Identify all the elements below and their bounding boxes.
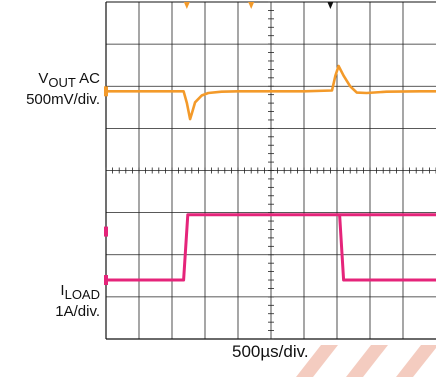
- channel-level-marker: [104, 275, 108, 286]
- iload-trace-rise: [106, 213, 436, 282]
- vout-label-suffix: AC: [75, 70, 100, 87]
- vout-trace: [106, 64, 436, 121]
- vout-label-main: V: [38, 70, 49, 87]
- iload-trace-fall: [338, 214, 436, 282]
- trigger-marker: [327, 2, 334, 9]
- watermark-stripe-3: [396, 345, 436, 377]
- vout-scale-label: 500mV/div.: [26, 91, 100, 108]
- vout-label-sub: OUT: [48, 75, 76, 90]
- time-scale-label: 500µs/div.: [232, 342, 309, 361]
- watermark-stripe-1: [296, 345, 338, 377]
- trigger-marker: [183, 2, 190, 9]
- iload-scale-label: 1A/div.: [55, 303, 100, 320]
- vout-channel-label: VOUT AC 500mV/div.: [6, 70, 100, 108]
- iload-label-sub: LOAD: [64, 287, 100, 302]
- iload-label-main: I: [60, 282, 65, 299]
- channel-markers: [104, 2, 334, 286]
- channel-level-marker: [104, 226, 108, 237]
- channel-level-marker: [104, 86, 108, 97]
- iload-channel-label: ILOAD 1A/div.: [32, 282, 100, 320]
- watermark-stripe-2: [346, 345, 388, 377]
- graticule: [105, 1, 436, 340]
- traces: [106, 64, 436, 282]
- trigger-marker: [248, 2, 255, 9]
